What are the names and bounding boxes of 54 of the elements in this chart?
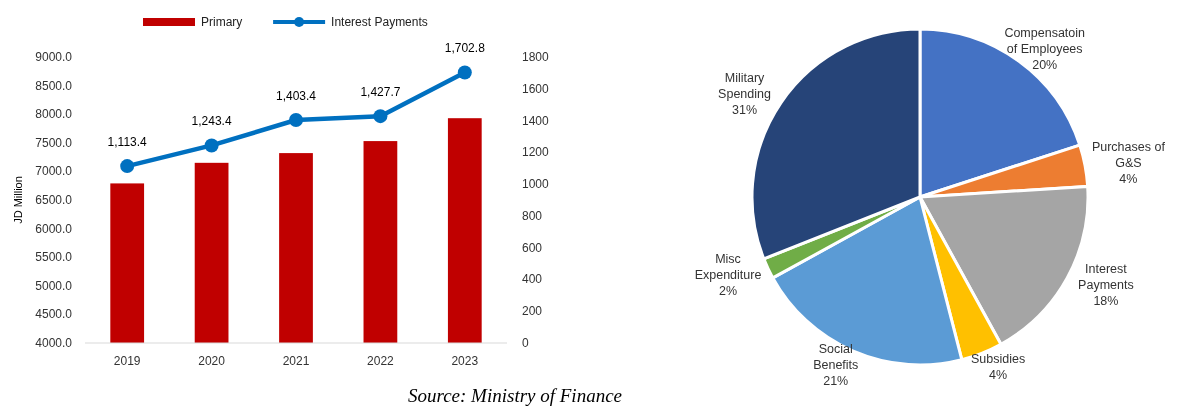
data-label: 31% (732, 103, 758, 118)
x-tick-label: 2023 (451, 354, 479, 368)
x-tick-label: 2022 (367, 354, 395, 368)
y2-tick-label: 1400 (522, 113, 550, 128)
y-axis-title: JD Million (12, 176, 24, 224)
y-tick-label: 5500.0 (35, 250, 73, 265)
legend-label: Interest Payments (331, 15, 428, 29)
point (289, 113, 303, 128)
y-tick-label: 4000.0 (35, 336, 73, 350)
slice-label: Compensatoin of Employees (1004, 25, 1086, 56)
data-label: 1,427.7 (360, 85, 401, 100)
legend-label: Primary (201, 15, 243, 29)
y2-tick-label: 600 (522, 240, 543, 255)
x-tick-label: 2021 (282, 354, 310, 368)
y-tick-label: 6500.0 (35, 193, 73, 207)
y2-tick-label: 1800 (522, 50, 550, 64)
point (373, 109, 388, 124)
y2-tick-label: 1000 (522, 177, 550, 192)
point (204, 138, 219, 153)
slice-label: Purchases of G&S (1091, 139, 1166, 170)
slice-label: Subsidies (971, 352, 1026, 367)
slice-label: Social Benefits (813, 341, 859, 372)
data-label: 2% (718, 283, 738, 298)
point (120, 159, 135, 174)
y2-tick-label: 200 (522, 304, 543, 319)
y-tick-label: 4500.0 (35, 307, 73, 322)
x-tick-label: 2019 (113, 354, 141, 368)
slice-label: Military Spending (718, 71, 771, 102)
y-tick-label: 8500.0 (35, 78, 73, 93)
x-tick-label: 2020 (198, 354, 226, 368)
y2-tick-label: 1200 (522, 145, 550, 160)
point (457, 65, 472, 80)
y-tick-label: 8000.0 (35, 107, 73, 122)
y2-tick-label: 1600 (522, 81, 550, 96)
y-tick-label: 5000.0 (35, 278, 73, 293)
data-label: 1,403.4 (275, 89, 317, 104)
data-label: 18% (1093, 294, 1119, 309)
data-label: 4% (1119, 171, 1138, 186)
data-label: 1,702.8 (444, 41, 486, 56)
data-label: 1,243.4 (191, 114, 232, 129)
slice-label: Misc Expenditure (694, 251, 762, 282)
y2-tick-label: 0 (522, 336, 529, 350)
y-tick-label: 7500.0 (35, 135, 73, 150)
data-label: 20% (1032, 57, 1058, 72)
slice-label: Interest Payments (1078, 262, 1134, 293)
y2-tick-label: 400 (522, 272, 543, 287)
y-tick-label: 6000.0 (35, 221, 73, 236)
y2-tick-label: 800 (522, 208, 543, 223)
data-label: 4% (989, 368, 1008, 383)
data-label: 21% (823, 373, 849, 388)
y-tick-label: 7000.0 (35, 164, 73, 179)
data-label: 1,113.4 (107, 135, 148, 150)
source-note: Source: Ministry of Finance (407, 385, 623, 406)
y-tick-label: 9000.0 (35, 50, 73, 64)
